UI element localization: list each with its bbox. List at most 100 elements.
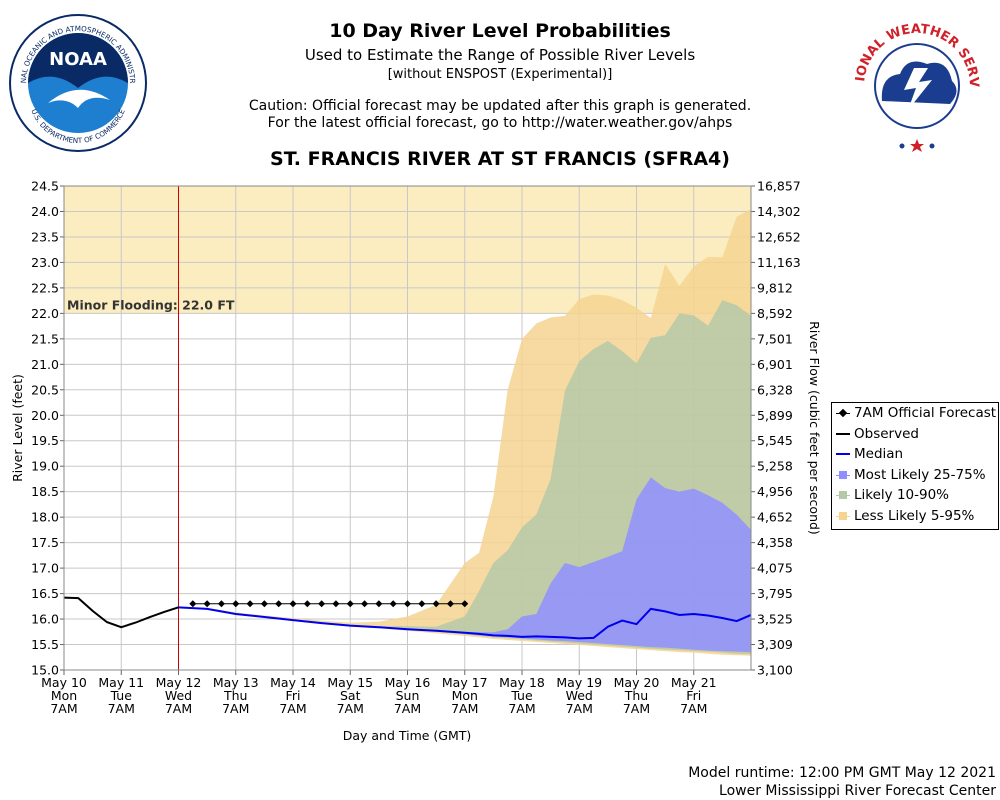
y-tick-label: 24.5: [31, 179, 59, 194]
x-tick-date: May 21: [671, 675, 717, 690]
y-tick-label: 17.0: [31, 561, 59, 576]
y-tick-label-right: 11,163: [757, 255, 801, 270]
y-tick-label: 15.5: [31, 637, 59, 652]
y-tick-label-right: 7,501: [757, 331, 793, 346]
x-tick-day: Sat: [340, 688, 361, 703]
legend-item: Median: [832, 444, 998, 465]
legend-item: Less Likely 5-95%: [832, 506, 998, 527]
legend-symbol: [836, 427, 850, 441]
x-tick-day: Fri: [686, 688, 701, 703]
y-tick-label: 16.5: [31, 586, 59, 601]
y-axis-label-right: River Flow (cubic feet per second): [807, 321, 822, 535]
x-tick-day: Tue: [510, 688, 533, 703]
nws-logo: NATIONAL WEATHER SERVICE: [852, 6, 981, 152]
forecast-point: [275, 600, 283, 608]
x-tick-time: 7AM: [508, 701, 535, 716]
x-tick-time: 7AM: [680, 701, 707, 716]
y-tick-label-right: 8,592: [757, 306, 793, 321]
legend-symbol: [836, 488, 850, 502]
x-tick-date: May 14: [270, 675, 316, 690]
legend-label: 7AM Official Forecast: [854, 405, 997, 422]
chart-subtitle-2: [without ENSPOST (Experimental)]: [387, 67, 613, 82]
x-tick-day: Sun: [396, 688, 420, 703]
flood-stage-label: Minor Flooding: 22.0 FT: [67, 297, 235, 312]
model-runtime: Model runtime: 12:00 PM GMT May 12 2021: [688, 765, 996, 781]
y-tick-label: 19.0: [31, 459, 59, 474]
x-tick-day: Mon: [452, 688, 478, 703]
forecast-center: Lower Mississippi River Forecast Center: [719, 783, 996, 799]
x-tick-time: 7AM: [50, 701, 77, 716]
forecast-point: [203, 600, 211, 608]
x-tick-date: May 17: [442, 675, 488, 690]
plot-frame: [63, 185, 752, 671]
forecast-point: [361, 600, 369, 608]
y-tick-label-right: 3,100: [757, 663, 793, 678]
legend-item: 7AM Official Forecast: [832, 403, 998, 424]
forecast-point: [346, 600, 354, 608]
x-tick-date: May 18: [499, 675, 545, 690]
x-tick-time: 7AM: [222, 701, 249, 716]
y-tick-label: 22.5: [31, 280, 59, 295]
y-tick-label-right: 6,328: [757, 382, 793, 397]
station-name: ST. FRANCIS RIVER AT ST FRANCIS (SFRA4): [270, 148, 730, 170]
legend-symbol: [836, 406, 850, 420]
legend-label: Median: [854, 446, 904, 463]
y-tick-label-right: 4,358: [757, 535, 793, 550]
y-tick-label: 17.5: [31, 535, 59, 550]
y-tick-label: 20.0: [31, 408, 59, 423]
chart-subtitle: Used to Estimate the Range of Possible R…: [304, 46, 696, 64]
x-tick-day: Thu: [223, 688, 247, 703]
legend-symbol: [836, 447, 850, 461]
x-tick-time: 7AM: [566, 701, 593, 716]
x-tick-date: May 20: [614, 675, 660, 690]
y-tick-label: 21.0: [31, 357, 59, 372]
y-tick-label-right: 5,545: [757, 433, 793, 448]
y-tick-label-right: 14,302: [757, 204, 801, 219]
observed-line: [63, 596, 179, 629]
legend-symbol: [836, 468, 850, 482]
y-tick-label-right: 3,309: [757, 637, 793, 652]
x-tick-day: Wed: [566, 688, 593, 703]
x-tick-day: Thu: [624, 688, 648, 703]
noaa-logo: NOAA NATIONAL OCEANIC AND ATMOSPHERIC AD…: [8, 8, 147, 152]
y-tick-label-right: 5,899: [757, 408, 793, 423]
x-tick-date: May 12: [156, 675, 202, 690]
y-tick-label: 21.5: [31, 331, 59, 346]
x-tick-time: 7AM: [394, 701, 421, 716]
y-tick-label-right: 9,812: [757, 280, 793, 295]
x-tick-day: Mon: [51, 688, 77, 703]
y-tick-label: 18.5: [31, 484, 59, 499]
y-tick-label: 16.0: [31, 612, 59, 627]
forecast-point: [446, 600, 454, 608]
chart-legend: 7AM Official Forecast Observed Median Most …: [831, 402, 999, 530]
forecast-point: [232, 600, 240, 608]
y-tick-label: 18.0: [31, 510, 59, 525]
y-tick-label: 19.5: [31, 433, 59, 448]
forecast-point: [404, 600, 411, 608]
x-axis-label: Day and Time (GMT): [343, 728, 472, 743]
forecast-point: [418, 600, 426, 608]
legend-label: Less Likely 5-95%: [854, 507, 975, 524]
band-25-75: [178, 477, 751, 653]
x-tick-date: May 11: [98, 675, 144, 690]
forecast-point: [189, 600, 197, 608]
legend-symbol: [836, 509, 850, 523]
x-tick-date: May 16: [385, 675, 431, 690]
x-tick-day: Fri: [286, 688, 301, 703]
forecast-point: [389, 600, 397, 608]
y-tick-label-right: 6,901: [757, 357, 793, 372]
legend-label: Observed: [854, 425, 919, 442]
y-tick-label-right: 3,525: [757, 612, 793, 627]
y-tick-label-right: 3,795: [757, 586, 793, 601]
y-axis-label: River Level (feet): [10, 374, 25, 482]
x-tick-date: May 15: [327, 675, 373, 690]
x-tick-time: 7AM: [623, 701, 650, 716]
y-tick-label: 22.0: [31, 306, 59, 321]
y-tick-label-right: 5,258: [757, 459, 793, 474]
legend-label: Most Likely 25-75%: [854, 466, 986, 483]
forecast-point: [432, 600, 440, 608]
x-tick-date: May 19: [556, 675, 602, 690]
y-tick-label-right: 12,652: [757, 229, 801, 244]
y-tick-label-right: 4,652: [757, 510, 793, 525]
